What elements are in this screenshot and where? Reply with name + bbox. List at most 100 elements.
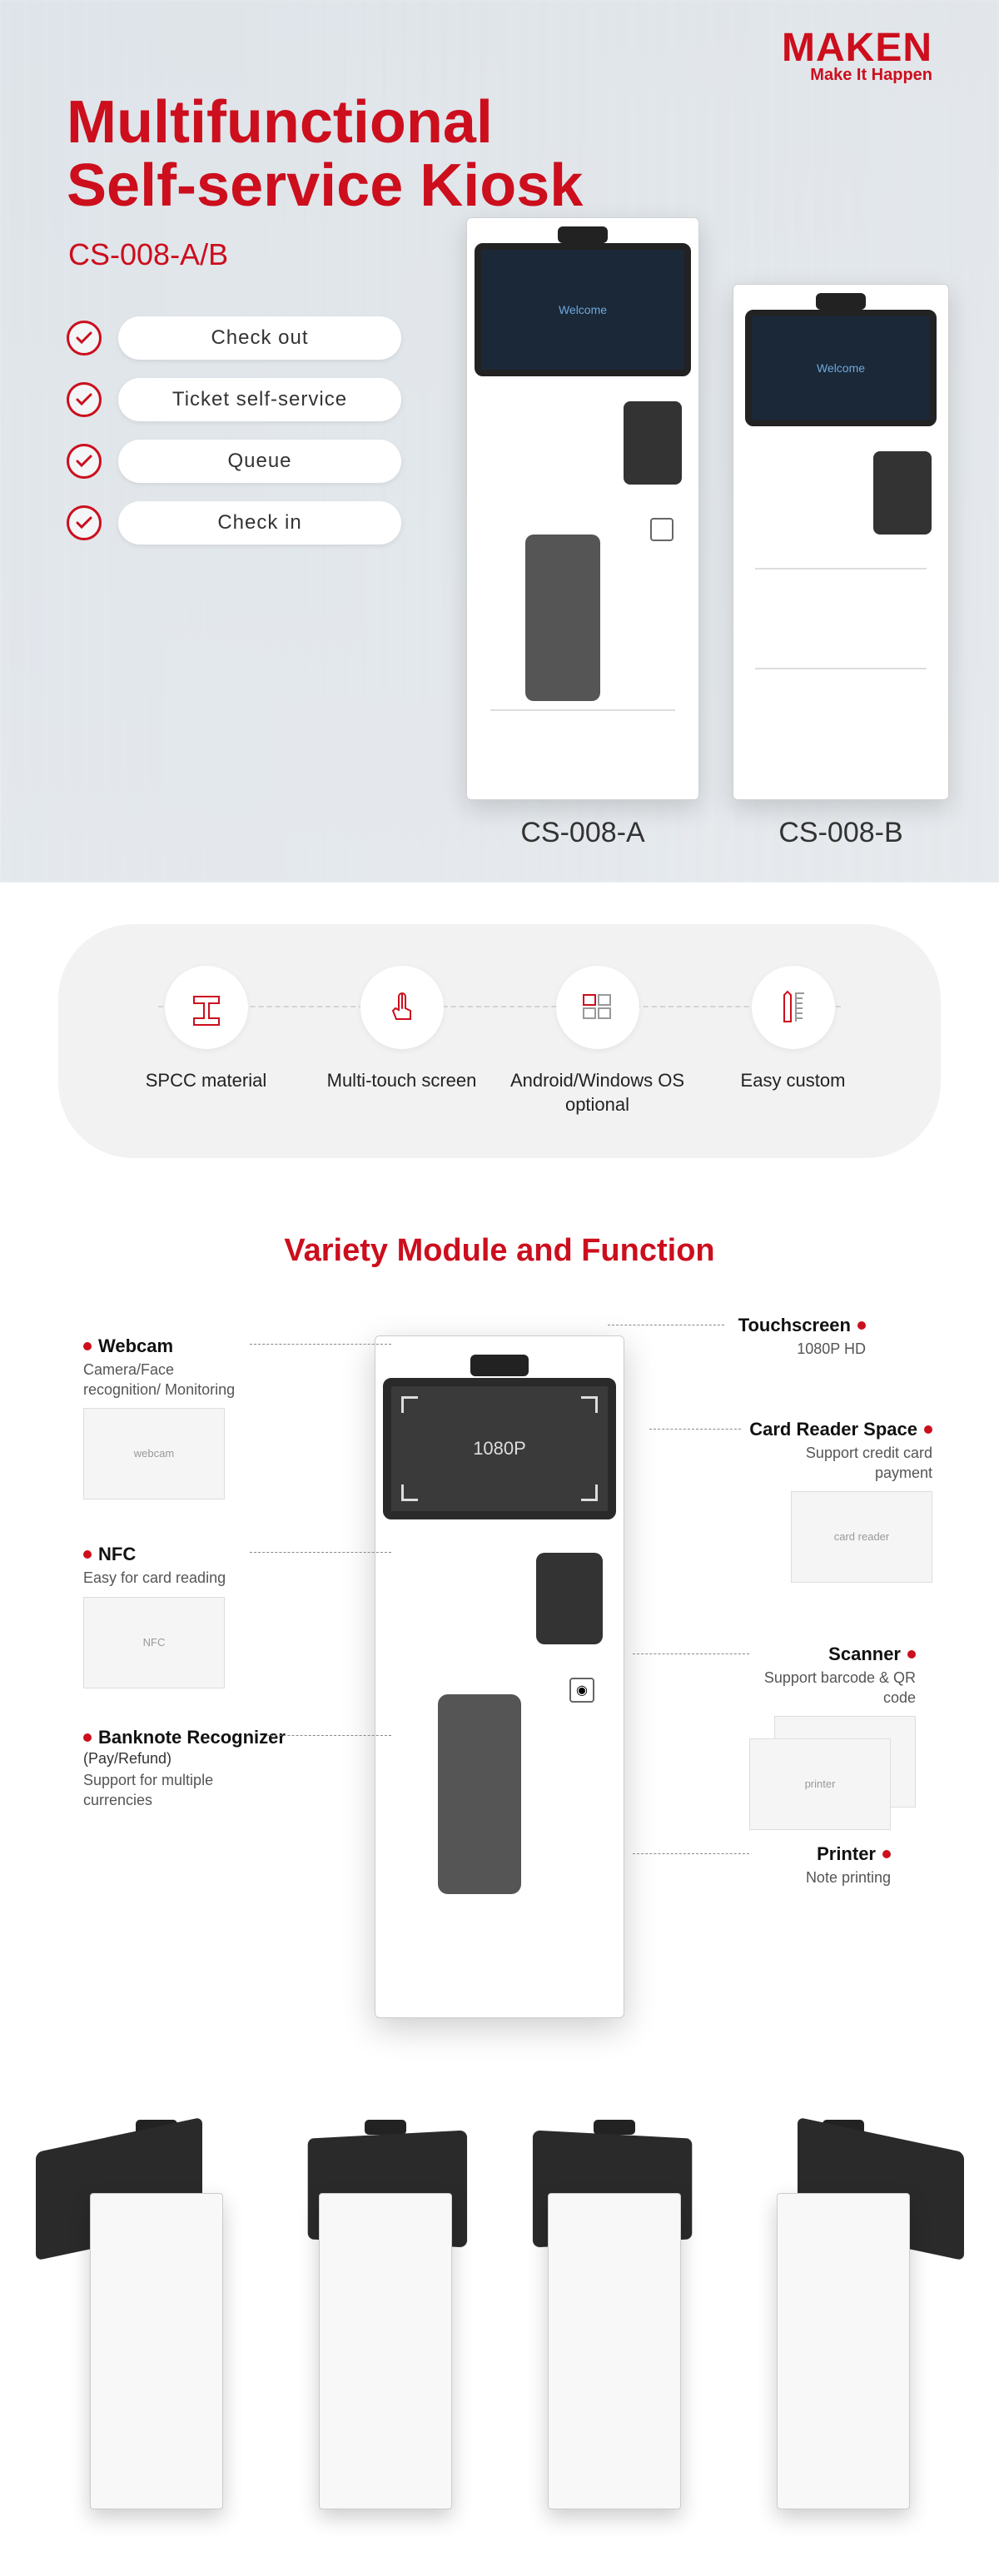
detail-image: webcam [83, 1408, 225, 1499]
modules-title: Variety Module and Function [0, 1233, 999, 1269]
dot-icon [857, 1321, 866, 1330]
feature-strip-wrap: SPCC material Multi-touch screen Android… [0, 883, 999, 1158]
feature-strip: SPCC material Multi-touch screen Android… [58, 924, 941, 1158]
leader-line [266, 1735, 391, 1736]
kiosk-images: Welcome CS-008-A Welcome CS-008-B [466, 217, 949, 849]
view-left-profile [52, 2110, 261, 2509]
feature-label: Android/Windows OS optional [506, 1069, 689, 1116]
callout-title: Printer [817, 1843, 876, 1865]
feature-label: Easy custom [741, 1069, 846, 1093]
webcam-icon [470, 1355, 529, 1376]
dot-icon [83, 1342, 92, 1350]
callout-title: Scanner [828, 1644, 901, 1665]
screen-icon: 1080P [383, 1378, 616, 1519]
modules-diagram: 1080P ◉ Webcam Camera/Face recognition/ … [58, 1310, 941, 2076]
webcam-icon [594, 2120, 635, 2135]
kiosk-body-icon [548, 2193, 681, 2509]
kiosk-body-icon [777, 2193, 910, 2509]
scanner-slot-icon [650, 518, 673, 541]
leader-line [250, 1344, 391, 1345]
title-line-1: Multifunctional [67, 92, 583, 155]
check-icon [67, 505, 102, 540]
detail-image: card reader [791, 1491, 932, 1583]
kiosk-b: Welcome CS-008-B [733, 284, 949, 849]
divider [755, 668, 927, 669]
title-line-2: Self-service Kiosk [67, 155, 583, 218]
scanner-slot-icon: ◉ [569, 1678, 594, 1703]
brand-block: MAKEN Make It Happen [782, 25, 932, 85]
dot-icon [907, 1650, 916, 1658]
module-kiosk-body: 1080P ◉ [375, 1335, 624, 2018]
callout-sub: Support credit card payment [766, 1444, 932, 1483]
feature-item: SPCC material [115, 966, 298, 1093]
leader-line [250, 1552, 391, 1553]
leader-line [633, 1853, 749, 1854]
check-icon [67, 321, 102, 356]
callout-sub: Support for multiple currencies [83, 1771, 250, 1810]
function-label: Check out [118, 316, 401, 360]
function-item: Queue [67, 440, 401, 483]
angle-views [0, 2076, 999, 2576]
model-code: CS-008-A/B [68, 237, 228, 272]
hero-section: MAKEN Make It Happen Multifunctional Sel… [0, 0, 999, 883]
feature-label: SPCC material [146, 1069, 266, 1093]
screen-icon: Welcome [745, 310, 937, 426]
dot-icon [83, 1733, 92, 1742]
card-reader-icon [873, 451, 932, 535]
kiosk-a: Welcome CS-008-A [466, 217, 699, 849]
callout-sub: Camera/Face recognition/ Monitoring [83, 1360, 250, 1400]
callout-sub: Note printing [749, 1868, 891, 1887]
card-reader-icon [536, 1553, 603, 1644]
webcam-icon [365, 2120, 406, 2135]
feature-item: Easy custom [702, 966, 885, 1093]
os-icon [556, 966, 639, 1049]
function-label: Queue [118, 440, 401, 483]
feature-item: Multi-touch screen [311, 966, 494, 1093]
callout-touchscreen: Touchscreen 1080P HD [738, 1315, 866, 1359]
callout-paren: (Pay/Refund) [83, 1750, 286, 1768]
function-item: Check in [67, 501, 401, 545]
webcam-icon [558, 226, 608, 243]
detail-image: NFC [83, 1597, 225, 1688]
function-list: Check out Ticket self-service Queue Chec… [67, 316, 401, 545]
kiosk-body-icon [319, 2193, 452, 2509]
banknote-module-icon [438, 1694, 521, 1894]
view-right-profile [739, 2110, 947, 2509]
view-left-three-quarter [281, 2110, 490, 2509]
touch-icon [360, 966, 444, 1049]
callout-sub: 1080P HD [738, 1340, 866, 1359]
webcam-icon [816, 293, 866, 310]
dot-icon [882, 1850, 891, 1858]
module-kiosk: 1080P ◉ [375, 1335, 624, 2018]
material-icon [165, 966, 248, 1049]
callout-banknote: Banknote Recognizer (Pay/Refund) Support… [83, 1727, 286, 1810]
detail-image: printer [749, 1738, 891, 1830]
callout-webcam: Webcam Camera/Face recognition/ Monitori… [83, 1335, 250, 1499]
callout-nfc: NFC Easy for card reading NFC [83, 1544, 226, 1688]
callout-title: Banknote Recognizer [98, 1727, 286, 1748]
check-icon [67, 382, 102, 417]
check-icon [67, 444, 102, 479]
leader-line [649, 1429, 741, 1430]
function-item: Ticket self-service [67, 378, 401, 421]
page-title: Multifunctional Self-service Kiosk [67, 92, 583, 217]
feature-label: Multi-touch screen [327, 1069, 477, 1093]
callout-sub: Easy for card reading [83, 1569, 226, 1588]
kiosk-a-label: CS-008-A [520, 817, 644, 849]
callout-sub: Support barcode & QR code [749, 1668, 916, 1708]
custom-icon [752, 966, 835, 1049]
function-item: Check out [67, 316, 401, 360]
kiosk-b-label: CS-008-B [778, 817, 902, 849]
kiosk-b-body: Welcome [733, 284, 949, 800]
function-label: Check in [118, 501, 401, 545]
function-label: Ticket self-service [118, 378, 401, 421]
callout-title: NFC [98, 1544, 136, 1565]
callout-title: Touchscreen [738, 1315, 851, 1336]
screen-icon: Welcome [475, 243, 691, 376]
brand-name: MAKEN [782, 25, 932, 71]
callout-title: Card Reader Space [749, 1419, 917, 1440]
kiosk-a-body: Welcome [466, 217, 699, 800]
dot-icon [924, 1425, 932, 1434]
view-right-three-quarter [510, 2110, 718, 2509]
kiosk-body-icon [90, 2193, 223, 2509]
